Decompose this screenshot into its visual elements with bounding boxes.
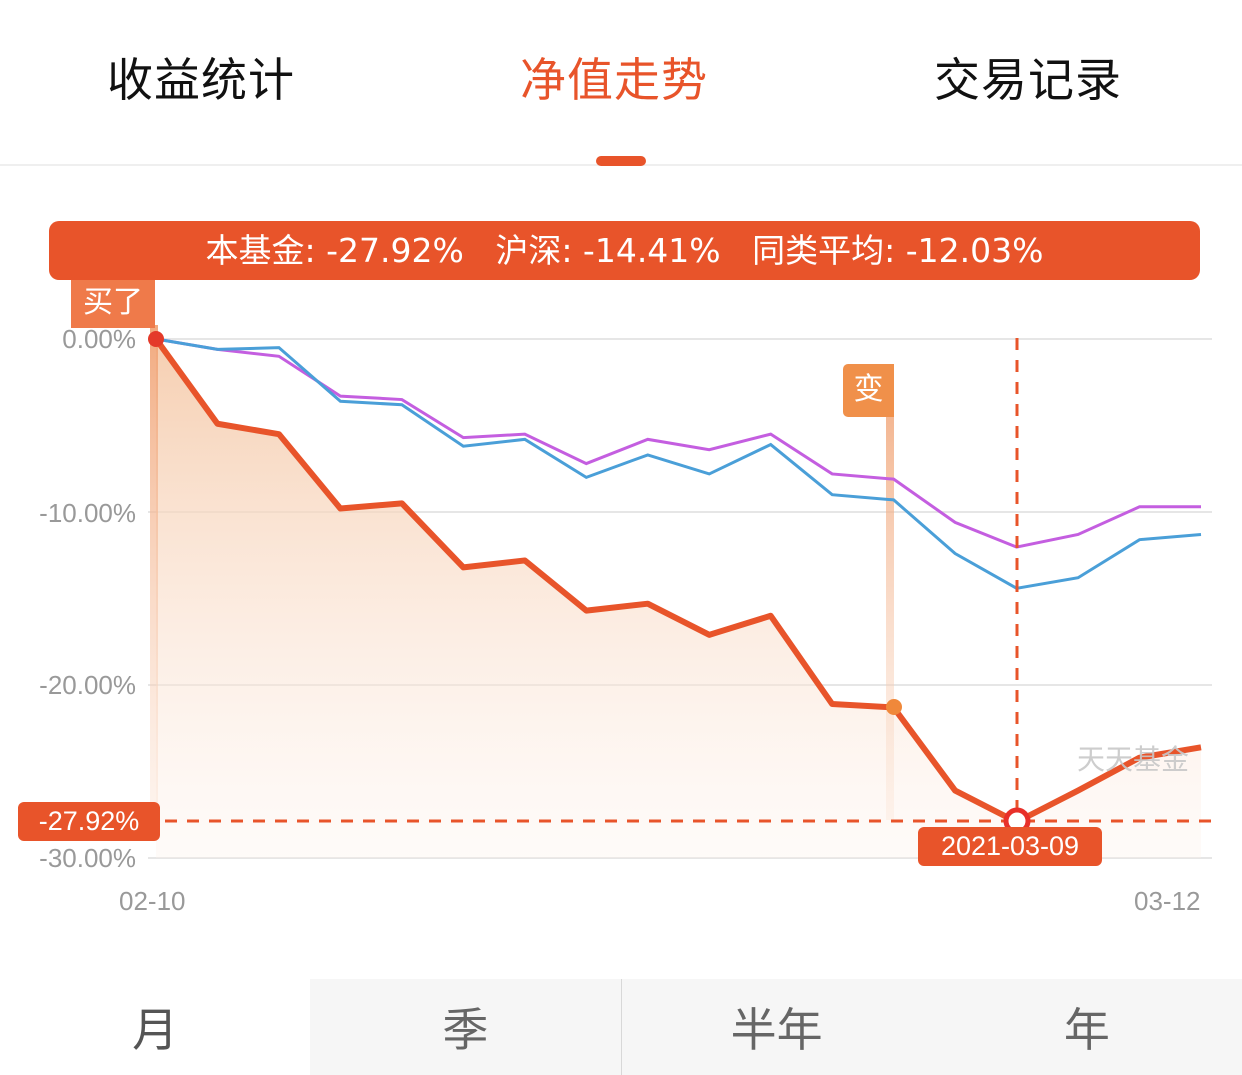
change-point <box>886 699 902 715</box>
top-tab-bar: 收益统计 净值走势 交易记录 <box>0 0 1242 166</box>
period-half-year[interactable]: 半年 <box>620 979 932 1075</box>
nav-trend-chart[interactable]: 0.00% -10.00% -20.00% -30.00% 02-10 03-1… <box>0 280 1242 960</box>
y-tick-20: -20.00% <box>39 670 136 700</box>
buy-point <box>148 331 164 347</box>
period-year[interactable]: 年 <box>931 979 1242 1075</box>
y-tick-0: 0.00% <box>62 324 136 354</box>
active-tab-indicator <box>596 156 646 166</box>
period-quarter[interactable]: 季 <box>310 979 621 1075</box>
tab-nav-trend[interactable]: 净值走势 <box>520 53 708 107</box>
period-selector: 月 季 半年 年 <box>0 979 1242 1075</box>
watermark: 天天基金 <box>1077 743 1190 776</box>
buy-flag[interactable]: 买了 <box>71 280 155 328</box>
tab-trade-records[interactable]: 交易记录 <box>934 53 1122 107</box>
x-tick-start: 02-10 <box>119 886 186 916</box>
buy-marker-line <box>150 325 158 830</box>
change-marker-line <box>886 400 894 820</box>
change-flag[interactable]: 变 <box>843 364 894 417</box>
performance-summary-bar: 本基金: -27.92% 沪深: -14.41% 同类平均: -12.03% <box>49 221 1200 280</box>
tab-income-stats[interactable]: 收益统计 <box>107 53 295 107</box>
period-month[interactable]: 月 <box>0 979 311 1075</box>
y-tick-30: -30.00% <box>39 843 136 873</box>
crosshair-value-badge: -27.92% <box>18 802 160 841</box>
x-tick-end: 03-12 <box>1134 886 1201 916</box>
y-tick-10: -10.00% <box>39 498 136 528</box>
crosshair-date-badge: 2021-03-09 <box>918 827 1102 866</box>
